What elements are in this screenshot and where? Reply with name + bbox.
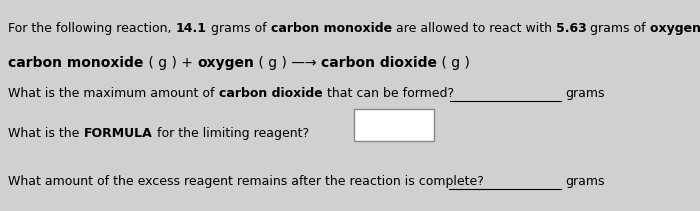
Text: grams: grams — [566, 87, 605, 100]
Text: carbon dioxide: carbon dioxide — [219, 87, 323, 100]
Text: What amount of the excess reagent remains after the reaction is complete?: What amount of the excess reagent remain… — [8, 175, 484, 188]
Text: ( g ) +: ( g ) + — [144, 56, 197, 70]
Text: for the limiting reagent?: for the limiting reagent? — [153, 127, 309, 140]
Text: carbon monoxide: carbon monoxide — [8, 56, 144, 70]
Text: carbon monoxide: carbon monoxide — [270, 22, 392, 35]
Text: oxygen gas: oxygen gas — [650, 22, 700, 35]
Text: are allowed to react with: are allowed to react with — [392, 22, 556, 35]
Text: oxygen: oxygen — [197, 56, 254, 70]
Text: carbon dioxide: carbon dioxide — [321, 56, 437, 70]
Text: ( g ) —→: ( g ) —→ — [254, 56, 321, 70]
Text: grams of: grams of — [587, 22, 650, 35]
Text: grams of: grams of — [207, 22, 270, 35]
Text: 14.1: 14.1 — [176, 22, 207, 35]
Text: What is the maximum amount of: What is the maximum amount of — [8, 87, 219, 100]
Text: FORMULA: FORMULA — [84, 127, 153, 140]
Text: ( g ): ( g ) — [437, 56, 470, 70]
Text: 5.63: 5.63 — [556, 22, 587, 35]
Text: grams: grams — [566, 175, 605, 188]
Text: that can be formed?: that can be formed? — [323, 87, 454, 100]
Text: What is the: What is the — [8, 127, 84, 140]
Text: For the following reaction,: For the following reaction, — [8, 22, 176, 35]
